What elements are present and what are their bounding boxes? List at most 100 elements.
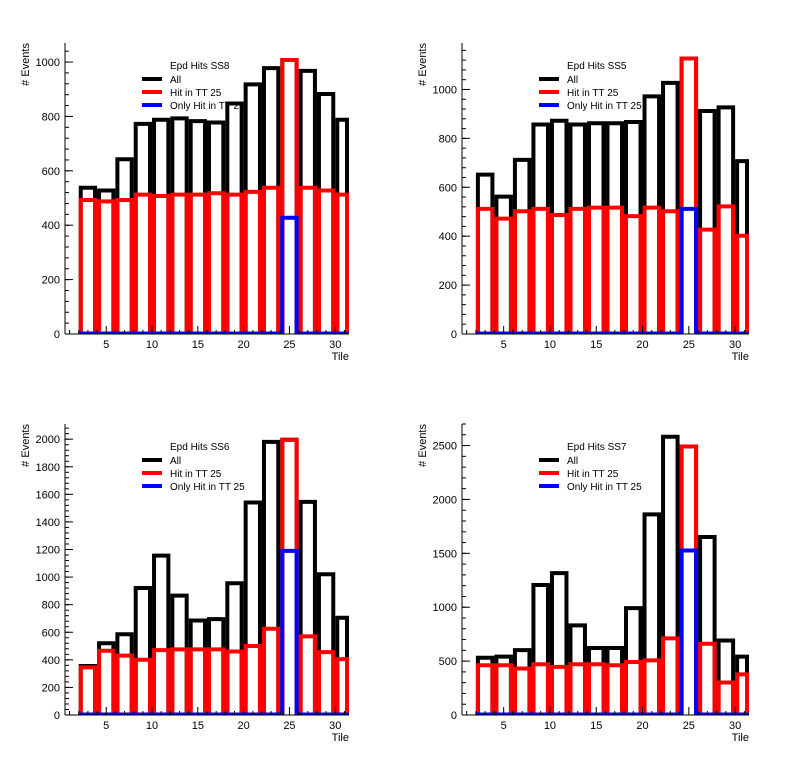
bar-hit-tt25 <box>549 664 569 715</box>
y-tick-label: 500 <box>439 656 457 668</box>
y-axis-title: # Events <box>417 43 429 86</box>
bar-hit-tt25 <box>97 648 116 715</box>
y-tick-label: 2000 <box>36 434 60 446</box>
bar-hit-tt25 <box>661 636 680 715</box>
bar-hit-tt25 <box>494 663 513 715</box>
bar-all <box>225 581 244 715</box>
y-tick-label: 2000 <box>433 494 457 506</box>
bar-all <box>316 572 336 715</box>
bar-all <box>716 105 736 334</box>
bar-all <box>549 118 569 334</box>
legend-entry: All <box>567 75 578 86</box>
bar-hit-tt25 <box>512 209 532 334</box>
bar-all <box>698 109 717 334</box>
y-tick-label: 200 <box>42 275 60 287</box>
bar-all <box>316 91 336 334</box>
y-tick-label: 400 <box>42 220 60 232</box>
x-tick-label: 15 <box>590 720 602 732</box>
bar-all <box>698 535 717 715</box>
legend-entry: All <box>567 456 578 467</box>
bar-hit-tt25 <box>549 212 569 334</box>
x-tick-label: 20 <box>636 339 648 351</box>
bar-all <box>261 66 281 334</box>
bar-all <box>568 122 587 334</box>
bar-all <box>568 623 587 715</box>
bar-all <box>531 582 550 715</box>
bar-hit-tt25 <box>152 648 171 715</box>
x-axis-title: Tile <box>732 732 749 744</box>
bar-hit-tt25 <box>512 666 532 715</box>
bar-hit-tt25 <box>586 662 606 715</box>
bar-all <box>512 157 532 334</box>
bar-all <box>586 121 606 334</box>
bar-all <box>207 617 226 715</box>
x-tick-label: 20 <box>636 720 648 732</box>
bar-hit-tt25 <box>661 209 680 334</box>
bar-all <box>280 437 299 715</box>
bar-hit-tt25 <box>115 653 134 715</box>
bar-hit-tt25 <box>207 647 226 715</box>
bar-all <box>661 80 680 334</box>
bar-all <box>298 68 317 334</box>
y-tick-label: 1200 <box>36 545 60 557</box>
legend: Epd Hits SS6 All Hit in TT 25 Only Hit in T… <box>142 442 245 493</box>
bar-hit-tt25 <box>568 206 587 334</box>
legend-title: Epd Hits SS6 <box>170 442 230 453</box>
bar-hit-tt25 <box>335 192 349 334</box>
bar-all <box>97 188 116 334</box>
bar-hit-tt25 <box>261 626 281 715</box>
x-axis-title: Tile <box>332 732 349 744</box>
bar-all <box>624 120 643 334</box>
bar-all <box>661 434 680 715</box>
bar-all <box>679 444 699 715</box>
y-tick-label: 600 <box>42 627 60 639</box>
bar-all <box>261 439 281 715</box>
y-tick-label: 1600 <box>36 489 60 501</box>
legend-title: Epd Hits SS8 <box>170 61 230 72</box>
bar-all <box>115 632 134 715</box>
y-tick-label: 0 <box>451 710 457 722</box>
y-tick-label: 1400 <box>36 517 60 529</box>
bar-hit-tt25 <box>624 660 643 715</box>
bar-hit-tt25 <box>335 657 349 715</box>
bar-hit-tt25 <box>115 198 134 334</box>
bar-hit-tt25 <box>716 680 736 715</box>
legend-entry: Hit in TT 25 <box>567 88 619 99</box>
bar-all <box>586 646 606 715</box>
bar-all <box>605 646 625 715</box>
y-tick-label: 200 <box>439 280 457 292</box>
x-tick-label: 10 <box>146 339 158 351</box>
bar-hit-tt25 <box>225 192 244 334</box>
bar-hit-tt25 <box>133 657 153 715</box>
legend-title: Epd Hits SS5 <box>567 61 627 72</box>
x-tick-label: 10 <box>146 720 158 732</box>
bar-hit-tt25 <box>78 198 98 334</box>
bar-hit-tt25 <box>298 185 317 334</box>
x-tick-label: 25 <box>283 720 295 732</box>
x-tick-label: 25 <box>283 339 295 351</box>
y-tick-label: 800 <box>42 600 60 612</box>
y-tick-label: 1000 <box>36 572 60 584</box>
bar-hit-tt25 <box>243 189 262 334</box>
legend-entry: Hit in TT 25 <box>170 88 222 99</box>
bar-hit-tt25 <box>298 634 317 715</box>
legend-entry: Only Hit in TT 25 <box>567 482 642 493</box>
bar-only-tt25 <box>280 215 299 334</box>
bar-hit-tt25 <box>642 658 662 715</box>
legend-entry: Only Hit in TT 25 <box>170 482 245 493</box>
y-tick-label: 600 <box>42 166 60 178</box>
bar-all <box>679 56 699 334</box>
bar-hit-tt25 <box>735 672 749 715</box>
bar-hit-tt25 <box>531 206 550 334</box>
y-axis-title: # Events <box>20 43 32 86</box>
x-tick-label: 5 <box>103 339 109 351</box>
bar-all <box>243 500 262 715</box>
legend-title: Epd Hits SS7 <box>567 442 627 453</box>
bar-hit-tt25 <box>624 214 643 334</box>
bar-hit-tt25 <box>605 205 625 334</box>
legend: Epd Hits SS7 All Hit in TT 25 Only Hit in T… <box>539 442 642 493</box>
bar-all <box>97 641 116 715</box>
bar-all <box>512 648 532 715</box>
